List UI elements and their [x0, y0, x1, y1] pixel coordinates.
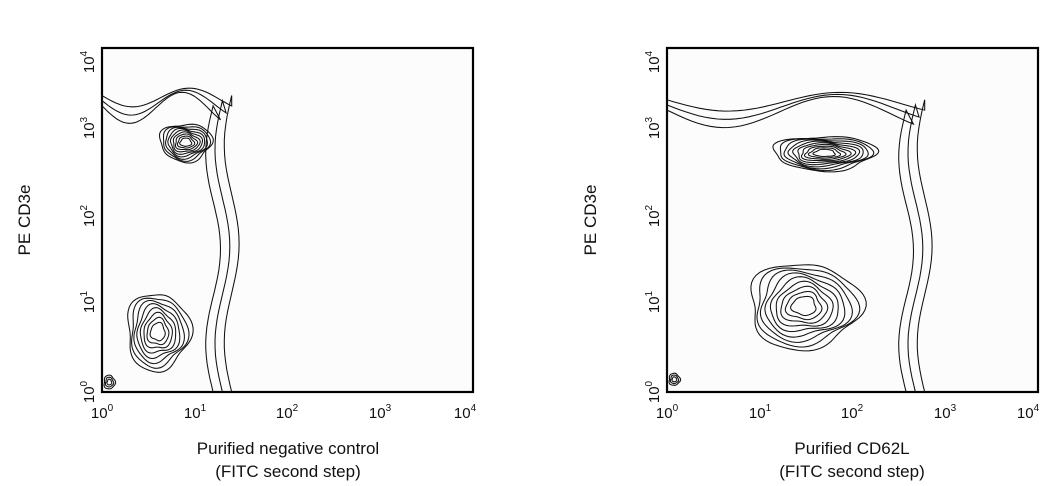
contour-level-line — [668, 372, 682, 386]
contour-level-line — [764, 272, 846, 338]
plot-frame — [665, 46, 1040, 394]
y-tick-label: 104 — [79, 50, 98, 73]
y-axis-title: PE CD3e — [15, 185, 34, 256]
x-tick-label: 102 — [276, 403, 299, 422]
contour-envelope-line — [666, 91, 933, 393]
y-tick-label: 102 — [79, 204, 98, 227]
contour-level-line — [759, 269, 853, 343]
contour-level-line — [807, 147, 842, 159]
x-tick-label: 100 — [91, 403, 114, 422]
contour-level-line — [775, 280, 834, 327]
x-axis-subtitle: (FITC second step) — [779, 462, 925, 481]
contour-level-line — [167, 127, 206, 158]
x-axis-subtitle: (FITC second step) — [215, 462, 361, 481]
contour-level-line — [783, 138, 869, 170]
contour-level-line — [169, 129, 204, 155]
x-tick-labels: 100 101 102 103 104 — [656, 403, 1040, 422]
y-tick-label: 100 — [644, 380, 663, 403]
contour-level-line — [784, 290, 823, 321]
contour-level-line — [139, 307, 177, 354]
contour-level-line — [671, 376, 678, 383]
x-axis-title: Purified CD62L — [794, 439, 909, 458]
contour-level-line — [165, 126, 208, 160]
contour-envelope-line — [101, 91, 222, 393]
contour-level-line — [779, 138, 875, 172]
contour-level-line — [104, 376, 115, 388]
y-tick-label: 103 — [644, 116, 663, 139]
x-tick-label: 104 — [1017, 403, 1040, 422]
contour-level-line — [750, 264, 867, 352]
contour-envelope-line — [666, 95, 915, 393]
x-tick-label: 104 — [454, 403, 477, 422]
y-tick-label: 100 — [79, 380, 98, 403]
contour-level-line — [797, 142, 857, 164]
contour-level-line — [158, 123, 214, 164]
contour-level-line — [812, 148, 836, 158]
contour-group — [666, 91, 933, 393]
contour-group — [101, 87, 240, 393]
contour-level-line — [787, 139, 864, 168]
contour-level-line — [174, 133, 199, 151]
y-tick-label: 102 — [644, 204, 663, 227]
x-axis-title: Purified negative control — [197, 439, 379, 458]
contour-level-line — [790, 295, 817, 317]
contour-level-line — [176, 135, 196, 149]
contour-level-line — [103, 374, 117, 390]
contour-envelope-line — [666, 93, 924, 393]
contour-level-line — [127, 294, 194, 373]
plot-panel-negative-control: 100 101 102 103 104 100 101 102 103 104 … — [15, 46, 477, 481]
contour-level-line — [800, 143, 852, 162]
contour-level-line — [179, 137, 193, 147]
x-tick-label: 102 — [841, 403, 864, 422]
contour-level-line — [143, 311, 173, 349]
y-tick-label: 103 — [79, 116, 98, 139]
y-tick-labels: 100 101 102 103 104 — [79, 50, 98, 403]
contour-level-line — [106, 378, 113, 386]
contour-level-line — [803, 145, 847, 160]
plot-panel-cd62l: 100 101 102 103 104 100 101 102 103 104 … — [581, 46, 1040, 481]
contour-envelope-line — [101, 89, 231, 393]
plot-frame — [100, 46, 475, 394]
y-axis-title: PE CD3e — [581, 185, 600, 256]
y-tick-label: 101 — [79, 290, 98, 313]
y-tick-label: 104 — [644, 50, 663, 73]
contour-level-line — [769, 276, 839, 333]
contour-level-line — [149, 321, 166, 342]
y-tick-label: 101 — [644, 290, 663, 313]
contour-level-line — [780, 285, 829, 324]
x-tick-label: 103 — [934, 403, 957, 422]
x-tick-label: 103 — [369, 403, 392, 422]
x-tick-label: 101 — [749, 403, 772, 422]
contour-level-line — [136, 303, 181, 360]
contour-level-line — [756, 267, 861, 348]
contour-level-line — [162, 126, 212, 162]
contour-level-line — [669, 374, 680, 385]
y-tick-labels: 100 101 102 103 104 — [644, 50, 663, 403]
contour-envelope-line — [101, 87, 240, 393]
x-tick-label: 101 — [184, 403, 207, 422]
contour-level-line — [172, 131, 201, 153]
contour-level-line — [131, 297, 190, 369]
contour-level-line — [133, 299, 185, 365]
contour-level-line — [772, 136, 880, 173]
x-tick-labels: 100 101 102 103 104 — [91, 403, 477, 422]
contour-level-line — [146, 316, 170, 346]
x-tick-label: 100 — [656, 403, 679, 422]
contour-level-line — [792, 140, 861, 166]
